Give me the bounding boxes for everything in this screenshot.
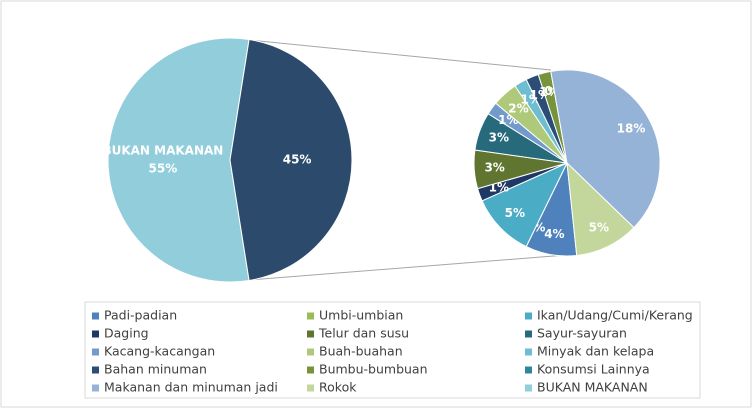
pie-slice (229, 38, 353, 282)
legend-label: Makanan dan minuman jadi (104, 380, 278, 395)
legend-swatch (525, 330, 532, 338)
pie-slice (481, 161, 569, 248)
legend-swatch (307, 366, 314, 374)
data-label: 18% (617, 121, 646, 135)
legend-box (84, 301, 701, 399)
connector (248, 39, 552, 71)
legend-label: Bumbu-bumbuan (319, 362, 428, 377)
legend-label: Kacang-kacangan (104, 344, 215, 359)
legend-swatch (525, 366, 532, 374)
legend-label: Telur dan susu (318, 326, 409, 341)
legend-label: Ikan/Udang/Cumi/Kerang (537, 308, 693, 323)
legend-swatch (307, 330, 314, 338)
data-label: 2% (508, 102, 528, 116)
legend-swatch (525, 348, 532, 356)
legend-label: Padi-padian (104, 308, 177, 323)
connector (248, 253, 580, 281)
data-label: 5% (505, 206, 525, 220)
data-label: 55% (149, 162, 178, 176)
legend-label: Daging (104, 326, 149, 341)
legend-swatch (92, 366, 99, 374)
legend-swatch (307, 348, 314, 356)
legend-label: Minyak dan kelapa (537, 344, 654, 359)
legend-swatch (525, 312, 532, 320)
data-label: 5% (589, 221, 609, 235)
legend-label: Rokok (319, 380, 357, 395)
legend-label: BUKAN MAKANAN (537, 380, 648, 395)
legend-label: Sayur-sayuran (537, 326, 627, 341)
legend-label: Buah-buahan (319, 344, 403, 359)
legend-swatch (307, 384, 314, 392)
data-label: 4% (544, 227, 564, 241)
data-label: 45% (283, 153, 312, 167)
pie-slice (107, 37, 250, 283)
pie-slice (550, 69, 661, 229)
data-label: 3% (484, 161, 504, 175)
data-label: 3% (489, 131, 509, 145)
pie-slice (566, 161, 635, 257)
legend-swatch (92, 384, 99, 392)
slice-name: BUKAN MAKANAN (102, 144, 223, 158)
legend-swatch (307, 312, 314, 320)
legend-label: Umbi-umbian (319, 308, 403, 323)
legend-swatch (92, 348, 99, 356)
legend-label: Konsumsi Lainnya (537, 362, 650, 377)
legend-swatch (525, 384, 532, 392)
legend-swatch (92, 330, 99, 338)
legend-label: Bahan minuman (104, 362, 207, 377)
legend-swatch (92, 312, 99, 320)
